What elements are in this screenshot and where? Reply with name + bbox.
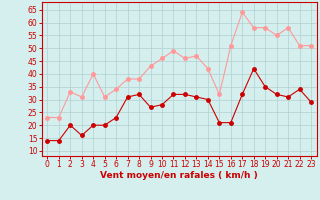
- X-axis label: Vent moyen/en rafales ( km/h ): Vent moyen/en rafales ( km/h ): [100, 171, 258, 180]
